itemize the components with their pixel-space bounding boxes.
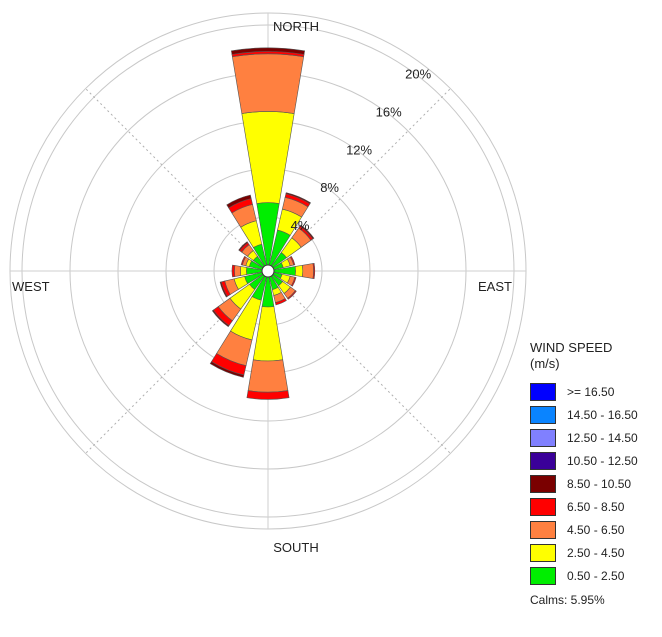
petal-e-segment-2 [301, 263, 314, 279]
petal-ene-segment-3 [289, 255, 296, 266]
petal-n-segment-2 [231, 53, 305, 114]
ring-label-20: 20% [405, 67, 431, 82]
legend-label: 0.50 - 2.50 [567, 568, 625, 583]
legend-label: 10.50 - 12.50 [567, 453, 638, 468]
polar-grid [9, 12, 527, 530]
legend-units: (m/s) [530, 356, 560, 371]
legend-label: 14.50 - 16.50 [567, 407, 638, 422]
legend-swatch [530, 520, 556, 539]
south-label: SOUTH [273, 540, 319, 555]
grid-spoke-5 [85, 270, 269, 454]
legend-swatch [530, 543, 556, 562]
legend-label: 6.50 - 8.50 [567, 499, 625, 514]
legend-items: >= 16.50 14.50 - 16.50 12.50 - 14.50 10.50 … [530, 380, 660, 587]
legend-label: 2.50 - 4.50 [567, 545, 625, 560]
legend-label: 4.50 - 6.50 [567, 522, 625, 537]
petal-sse-segment-3 [274, 298, 287, 306]
east-label: EAST [478, 279, 512, 294]
petal-w-segment-1 [240, 266, 248, 276]
petal-ne-segment-4 [299, 224, 315, 240]
petal-ese-segment-3 [291, 276, 297, 287]
legend-item: 6.50 - 8.50 [530, 495, 660, 518]
petals-group [209, 47, 316, 400]
petal-nnw-segment-4 [226, 194, 252, 209]
calms-center-circle [261, 264, 275, 278]
ring-label-12: 12% [346, 142, 372, 157]
petal-se-segment-3 [287, 290, 297, 300]
legend-swatch [530, 405, 556, 424]
legend-swatch [530, 566, 556, 585]
grid-spoke-1 [267, 88, 451, 272]
grid-spoke-7 [85, 88, 269, 272]
legend-item: 10.50 - 12.50 [530, 449, 660, 472]
legend-swatch [530, 451, 556, 470]
petal-e-segment-3 [312, 262, 316, 280]
legend-item: 14.50 - 16.50 [530, 403, 660, 426]
ring-labels-group: 4% 8% 12% 16% 20% [291, 67, 432, 233]
legend-label: 12.50 - 14.50 [567, 430, 638, 445]
petal-s-segment-3 [246, 390, 290, 400]
petal-nne-segment-4 [285, 192, 311, 205]
petal-w-segment-3 [231, 264, 236, 278]
west-label: WEST [12, 279, 50, 294]
legend-item: 0.50 - 2.50 [530, 564, 660, 587]
ring-label-16: 16% [376, 105, 402, 120]
legend-item: 12.50 - 14.50 [530, 426, 660, 449]
calms-label: Calms: 5.95% [530, 593, 605, 607]
petal-e-segment-1 [294, 264, 304, 278]
ring-label-8: 8% [320, 180, 339, 195]
ring-label-4: 4% [291, 218, 310, 233]
labels-group: NORTH SOUTH EAST WEST [12, 19, 512, 555]
legend: WIND SPEED (m/s) >= 16.50 14.50 - 16.50 12… [530, 340, 660, 607]
grid-spoke-3 [267, 270, 451, 454]
petal-sw-segment-4 [211, 309, 230, 328]
north-label: NORTH [273, 19, 319, 34]
legend-item: >= 16.50 [530, 380, 660, 403]
legend-item: 2.50 - 4.50 [530, 541, 660, 564]
legend-title: WIND SPEED [530, 340, 613, 355]
legend-label: >= 16.50 [567, 384, 615, 399]
legend-swatch [530, 474, 556, 493]
petal-s-segment-2 [247, 359, 289, 393]
petal-wsw-segment-4 [219, 281, 228, 298]
petal-n-segment-1 [241, 111, 295, 204]
legend-label: 8.50 - 10.50 [567, 476, 632, 491]
petal-w-segment-2 [234, 265, 242, 277]
petal-wnw-segment-3 [240, 255, 247, 266]
legend-swatch [530, 382, 556, 401]
legend-swatch [530, 428, 556, 447]
legend-item: 4.50 - 6.50 [530, 518, 660, 541]
petal-ssw-segment-4 [209, 361, 245, 378]
legend-swatch [530, 497, 556, 516]
petal-n-segment-4 [231, 47, 305, 55]
legend-item: 8.50 - 10.50 [530, 472, 660, 495]
petal-nw-segment-4 [238, 241, 249, 252]
